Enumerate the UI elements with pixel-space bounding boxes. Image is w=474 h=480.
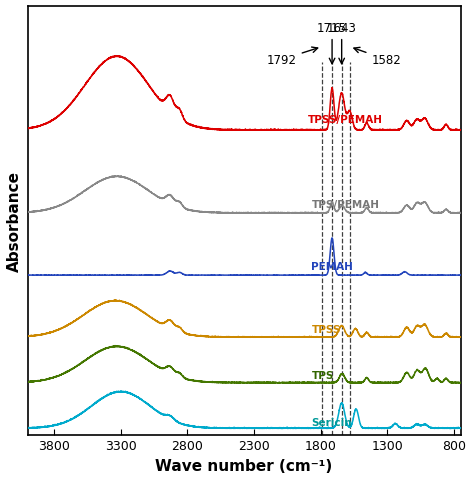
- X-axis label: Wave number (cm⁻¹): Wave number (cm⁻¹): [155, 458, 333, 473]
- Text: 1715: 1715: [317, 22, 347, 65]
- Text: 1582: 1582: [354, 48, 401, 67]
- Text: Sericin: Sericin: [311, 417, 352, 427]
- Text: PEMAH: PEMAH: [311, 262, 353, 272]
- Text: 1643: 1643: [327, 22, 356, 65]
- Y-axis label: Absorbance: Absorbance: [7, 170, 22, 271]
- Text: TPS/PEMAH: TPS/PEMAH: [311, 200, 379, 209]
- Text: TPS: TPS: [311, 370, 334, 380]
- Text: TPSS: TPSS: [311, 324, 341, 335]
- Text: TPSS/PEMAH: TPSS/PEMAH: [308, 114, 383, 124]
- Text: 1792: 1792: [267, 48, 318, 67]
